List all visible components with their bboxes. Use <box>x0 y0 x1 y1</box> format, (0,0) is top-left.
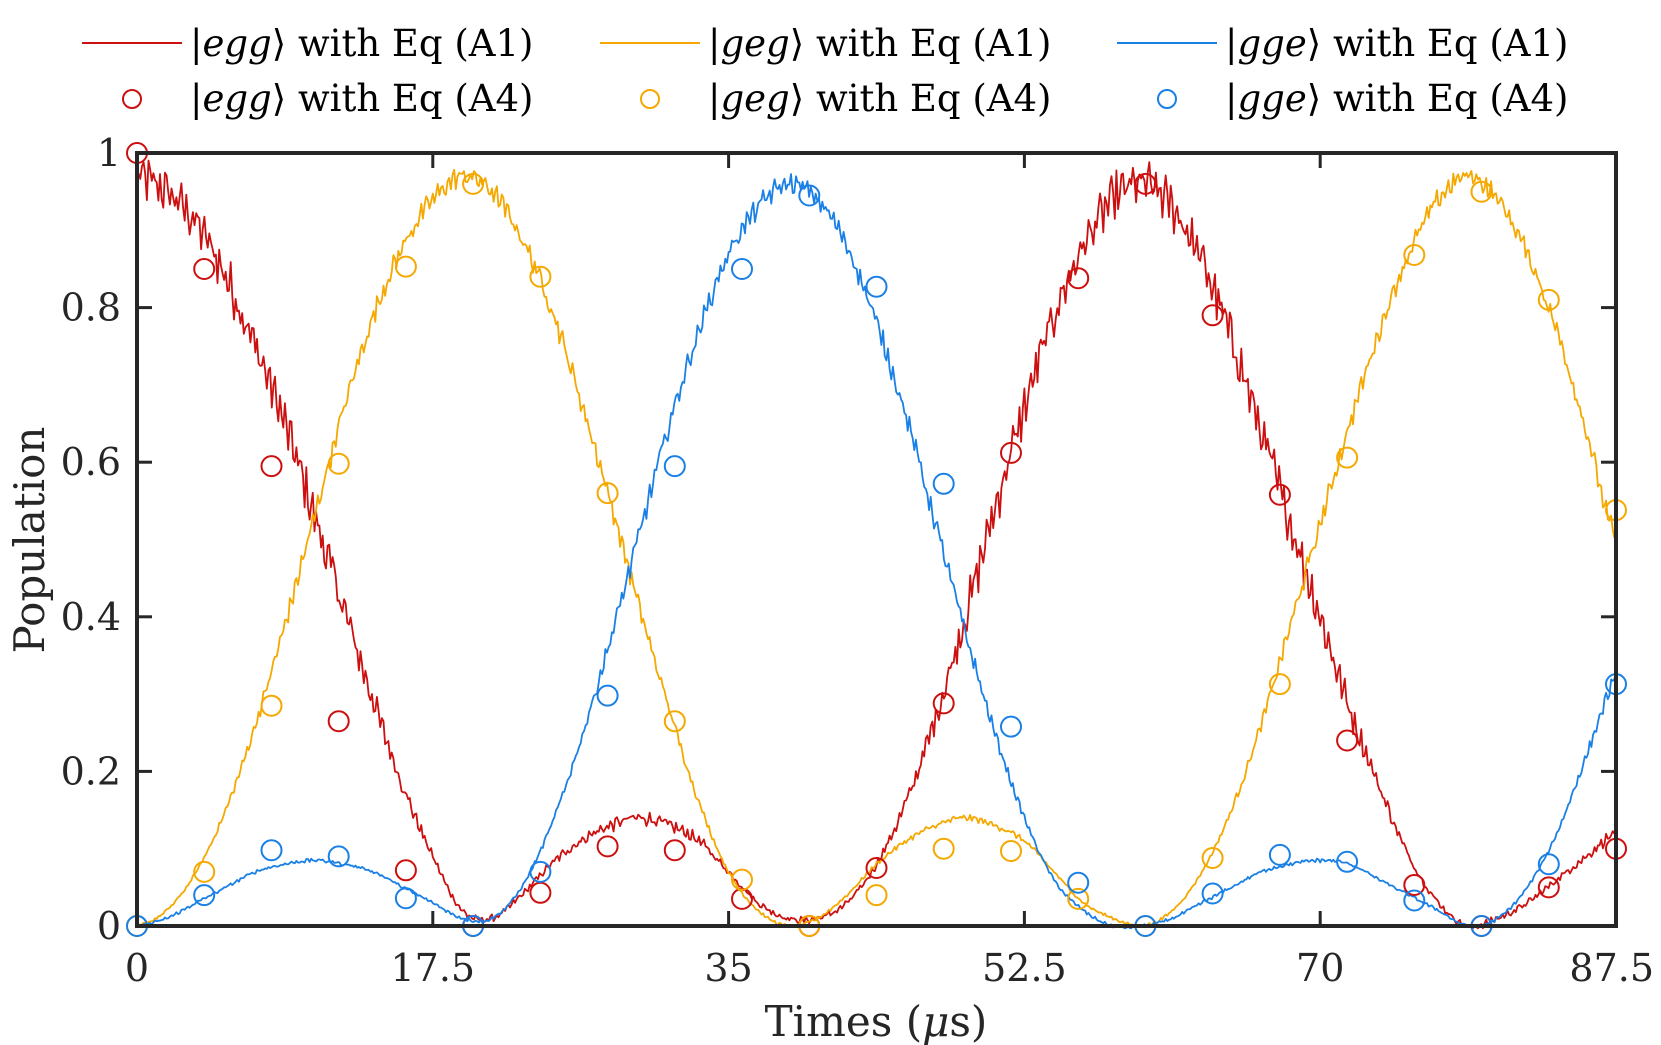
x-tick-label: 0 <box>125 946 149 990</box>
series-line-gge <box>136 173 1617 930</box>
axis-tick-labels: 0 17.5 35 52.5 70 87.5 0 0.2 0.4 0.6 0.8 1 <box>61 131 1654 990</box>
y-tick-label: 0 <box>97 904 121 948</box>
marker-gge <box>731 258 753 280</box>
marker-gge <box>663 455 686 478</box>
legend-label-geg-a1: |geg⟩ with Eq (A1) <box>708 22 1052 65</box>
marker-geg <box>663 710 686 733</box>
marker-gge <box>932 472 955 495</box>
legend-entry-geg-a1: |geg⟩ with Eq (A1) <box>600 22 1052 65</box>
marker-egg <box>529 881 552 904</box>
legend-label-egg-a4: |egg⟩ with Eq (A4) <box>190 77 534 120</box>
marker-egg <box>932 692 955 715</box>
marker-gge <box>596 684 619 707</box>
legend-label-geg-a4: |geg⟩ with Eq (A4) <box>708 77 1052 120</box>
x-tick-label: 52.5 <box>982 946 1067 990</box>
x-tick-label: 17.5 <box>390 946 475 990</box>
marker-egg <box>1537 876 1560 899</box>
x-tick-label: 35 <box>704 946 752 990</box>
x-tick-label: 70 <box>1296 946 1344 990</box>
marker-egg <box>1134 172 1157 195</box>
marker-egg <box>1201 304 1224 327</box>
marker-geg <box>529 265 552 288</box>
marker-egg <box>1268 483 1291 506</box>
marker-egg <box>663 839 686 862</box>
legend-label-gge-a1: |gge⟩ with Eq (A1) <box>1225 22 1569 65</box>
marker-gge <box>1201 882 1224 905</box>
marker-gge <box>1537 853 1560 876</box>
marker-egg <box>327 710 350 733</box>
y-tick-label: 0.8 <box>61 286 121 330</box>
marker-gge <box>865 275 888 298</box>
marker-geg <box>193 860 216 883</box>
marker-geg <box>1336 446 1359 469</box>
marker-egg <box>1000 441 1022 464</box>
marker-geg <box>865 884 888 907</box>
marker-gge <box>1000 715 1022 738</box>
marker-geg <box>1201 847 1224 869</box>
legend-entry-geg-a4: |geg⟩ with Eq (A4) <box>640 77 1052 120</box>
legend-entry-egg-a1: |egg⟩ with Eq (A1) <box>82 22 534 65</box>
marker-geg <box>1403 244 1426 266</box>
axis-ticks <box>135 151 1618 928</box>
legend-entry-gge-a4: |gge⟩ with Eq (A4) <box>1157 77 1569 120</box>
marker-gge <box>1403 889 1426 912</box>
marker-geg <box>327 452 350 475</box>
y-tick-label: 0.2 <box>61 749 121 793</box>
marker-geg <box>1470 180 1493 203</box>
marker-geg <box>462 172 485 195</box>
marker-gge <box>798 184 821 207</box>
marker-geg <box>596 482 619 505</box>
x-tick-label: 87.5 <box>1569 946 1654 990</box>
axes-frame <box>135 151 1618 928</box>
marker-geg <box>932 837 955 860</box>
y-tick-label: 0.4 <box>61 595 121 639</box>
y-tick-label: 1 <box>97 131 121 175</box>
series-line-egg <box>136 159 1617 930</box>
marker-egg <box>1067 267 1090 290</box>
legend-label-gge-a4: |gge⟩ with Eq (A4) <box>1225 77 1569 120</box>
marker-egg <box>865 857 888 879</box>
marker-gge <box>260 839 283 862</box>
marker-geg <box>1000 840 1022 862</box>
marker-geg <box>1067 887 1090 910</box>
marker-egg <box>1336 729 1359 752</box>
marker-geg <box>1537 288 1560 311</box>
marker-geg <box>731 868 753 891</box>
series-markers <box>126 142 1627 937</box>
marker-gge <box>394 887 417 910</box>
marker-gge <box>1268 843 1291 866</box>
marker-gge <box>1067 871 1090 894</box>
y-axis-title: Population <box>5 427 54 654</box>
legend-marker-geg <box>640 89 660 109</box>
legend: |egg⟩ with Eq (A1) |geg⟩ with Eq (A1) |g… <box>82 22 1569 120</box>
marker-geg <box>1268 673 1291 696</box>
series-line-geg <box>136 168 1617 928</box>
marker-gge <box>529 860 552 883</box>
y-tick-label: 0.6 <box>61 440 121 484</box>
legend-entry-egg-a4: |egg⟩ with Eq (A4) <box>122 77 534 120</box>
marker-egg <box>193 258 216 280</box>
x-axis-title: Times (μs) <box>765 997 988 1045</box>
legend-marker-egg <box>122 89 142 109</box>
marker-egg <box>1403 874 1426 896</box>
marker-egg <box>596 835 619 858</box>
series-lines <box>136 159 1617 930</box>
marker-egg <box>394 859 417 882</box>
marker-geg <box>394 255 417 278</box>
legend-label-egg-a1: |egg⟩ with Eq (A1) <box>190 22 534 65</box>
marker-egg <box>260 455 283 478</box>
marker-gge <box>193 884 216 907</box>
marker-geg <box>260 694 283 717</box>
legend-marker-gge <box>1157 89 1177 109</box>
legend-entry-gge-a1: |gge⟩ with Eq (A1) <box>1117 22 1569 65</box>
marker-gge <box>327 845 350 868</box>
marker-gge <box>1336 850 1359 873</box>
